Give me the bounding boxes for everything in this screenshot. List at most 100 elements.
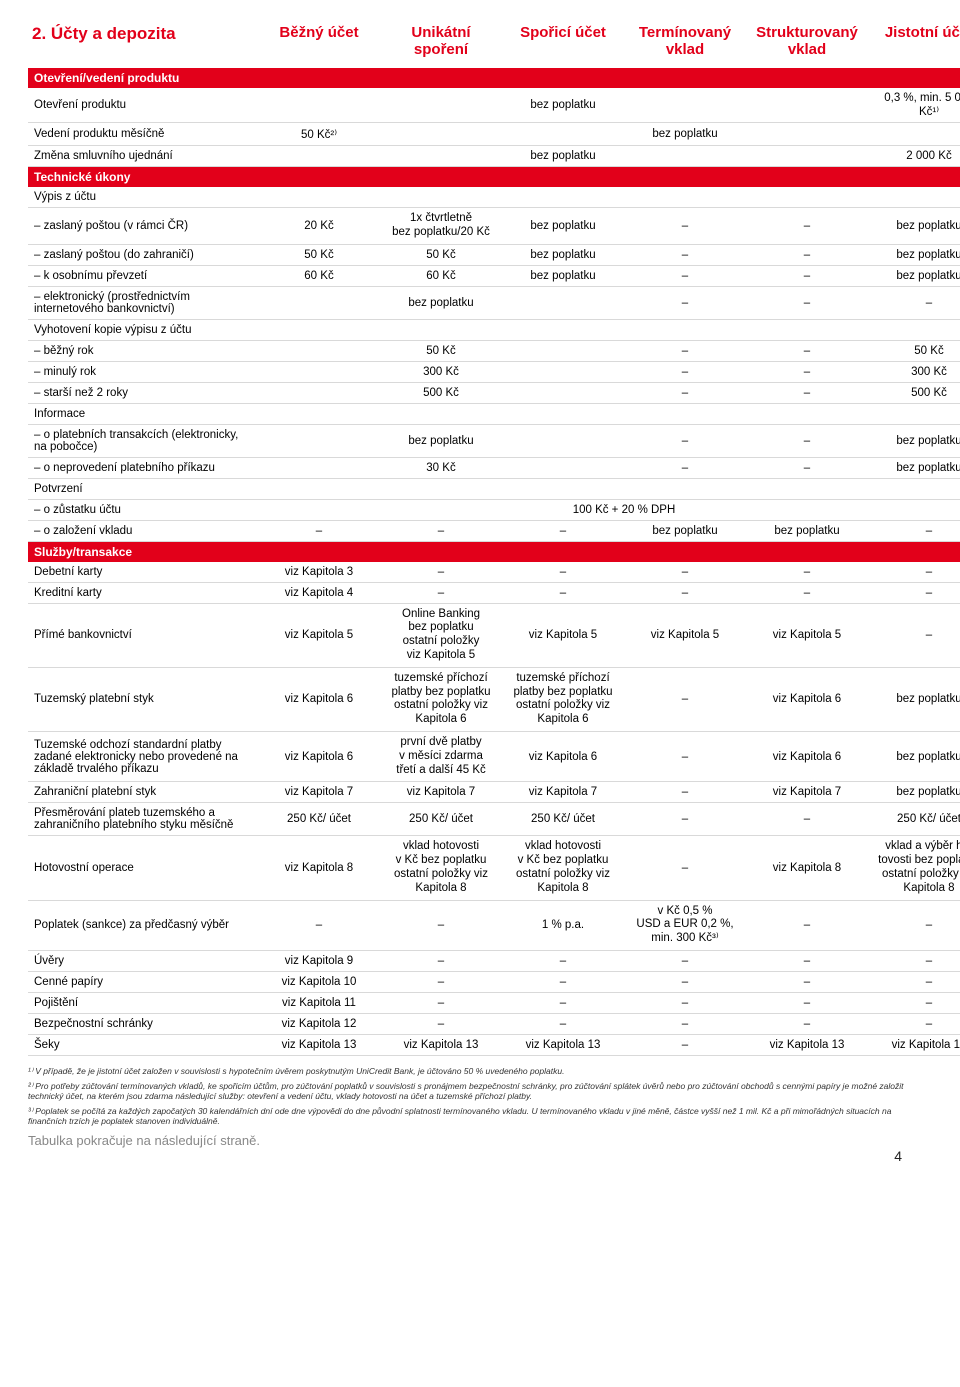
table-row: Informace (28, 403, 960, 424)
footnotes: ¹⁾ V případě, že je jistotní účet založe… (28, 1066, 932, 1127)
row-label: Výpis z účtu (28, 187, 960, 208)
cell: – (624, 424, 746, 457)
cell: – (624, 950, 746, 971)
cell: – (380, 582, 502, 603)
cell: viz Kapitola 8 (746, 836, 868, 900)
cell: 20 Kč (258, 208, 380, 245)
cell: – (746, 1013, 868, 1034)
table-row: Přesměrování plateb tuzemského a zahrani… (28, 803, 960, 836)
cell: – (380, 900, 502, 950)
table-row: – starší než 2 roky500 Kč––500 Kč (28, 382, 960, 403)
cell: 50 Kč (258, 244, 380, 265)
cell: – (380, 971, 502, 992)
cell: bez poplatku (258, 146, 868, 167)
cell: – (502, 1013, 624, 1034)
cell: viz Kapitola 8 (258, 836, 380, 900)
table-row: – elektronický (prostřednictvím internet… (28, 286, 960, 319)
table-row: Bezpečnostní schránkyviz Kapitola 12––––… (28, 1013, 960, 1034)
cell: – (624, 382, 746, 403)
cell: 50 Kč²⁾ (258, 123, 380, 146)
cell: – (746, 208, 868, 245)
cell: – (624, 731, 746, 781)
table-row: Debetní kartyviz Kapitola 3––––– (28, 562, 960, 583)
cell: viz Kapitola 6 (258, 731, 380, 781)
cell: Online Bankingbez poplatkuostatní položk… (380, 603, 502, 667)
cell: – (624, 1013, 746, 1034)
cell: – (746, 361, 868, 382)
cell: – (868, 992, 960, 1013)
cell: – (624, 971, 746, 992)
row-label: Pojištění (28, 992, 258, 1013)
row-label: – elektronický (prostřednictvím internet… (28, 286, 258, 319)
table-row: Šekyviz Kapitola 13viz Kapitola 13viz Ka… (28, 1034, 960, 1055)
table-row: Úvěryviz Kapitola 9––––– (28, 950, 960, 971)
cell: – (868, 900, 960, 950)
col-head: Termínovaný vklad (624, 18, 746, 68)
table-row: Kreditní kartyviz Kapitola 4––––– (28, 582, 960, 603)
cell: – (380, 1013, 502, 1034)
cell: viz Kapitola 12 (258, 1013, 380, 1034)
table-row: Zahraniční platební stykviz Kapitola 7vi… (28, 782, 960, 803)
cell: – (502, 971, 624, 992)
table-row: – o neprovedení platebního příkazu30 Kč–… (28, 457, 960, 478)
table-row: Změna smluvního ujednáníbez poplatku2 00… (28, 146, 960, 167)
cell: – (624, 244, 746, 265)
cell: – (624, 361, 746, 382)
cell: – (746, 424, 868, 457)
cell: – (868, 603, 960, 667)
table-row: Výpis z účtu (28, 187, 960, 208)
cell: – (380, 562, 502, 583)
cell: 100 Kč + 20 % DPH (258, 499, 960, 520)
row-label: – o neprovedení platebního příkazu (28, 457, 258, 478)
cell: – (624, 782, 746, 803)
fees-table: 2. Účty a depozita Běžný účet Unikátní s… (28, 18, 960, 1056)
cell: viz Kapitola 13 (258, 1034, 380, 1055)
cell: bez poplatku (868, 457, 960, 478)
footnote: ³⁾ Poplatek se počítá za každých započat… (28, 1106, 932, 1127)
row-label: Vyhotovení kopie výpisu z účtu (28, 319, 960, 340)
cell: – (624, 803, 746, 836)
cell: tuzemské příchozíplatby bez poplatkuosta… (380, 667, 502, 731)
table-row: Otevření produktubez poplatku0,3 %, min.… (28, 88, 960, 123)
row-label: Potvrzení (28, 478, 960, 499)
cell: 300 Kč (258, 361, 624, 382)
cell: bez poplatku (502, 208, 624, 245)
col-head: Strukturovaný vklad (746, 18, 868, 68)
cell: bez poplatku (868, 208, 960, 245)
cell: viz Kapitola 7 (380, 782, 502, 803)
cell: – (624, 667, 746, 731)
cell: – (502, 992, 624, 1013)
page-number: 4 (894, 1148, 902, 1164)
cell: viz Kapitola 13 (868, 1034, 960, 1055)
cell: viz Kapitola 5 (258, 603, 380, 667)
cell: 250 Kč/ účet (502, 803, 624, 836)
cell: bez poplatku (868, 667, 960, 731)
cell: bez poplatku (868, 782, 960, 803)
table-row: – běžný rok50 Kč––50 Kč (28, 340, 960, 361)
table-row: – zaslaný poštou (v rámci ČR)20 Kč1x čtv… (28, 208, 960, 245)
table-row: Vedení produktu měsíčně50 Kč²⁾bez poplat… (28, 123, 960, 146)
cell: – (746, 803, 868, 836)
col-head: Jistotní účet (868, 18, 960, 68)
footnote: ¹⁾ V případě, že je jistotní účet založe… (28, 1066, 932, 1077)
col-head: Spořicí účet (502, 18, 624, 68)
row-label: Debetní karty (28, 562, 258, 583)
cell: viz Kapitola 6 (502, 731, 624, 781)
cell: viz Kapitola 3 (258, 562, 380, 583)
row-label: Tuzemský platební styk (28, 667, 258, 731)
cell: viz Kapitola 11 (258, 992, 380, 1013)
cell: 50 Kč (868, 340, 960, 361)
row-label: Informace (28, 403, 960, 424)
cell: – (868, 1013, 960, 1034)
section-band: Otevření/vedení produktu (28, 68, 960, 88)
cell: – (502, 950, 624, 971)
row-label: – o platebních transakcích (elektronicky… (28, 424, 258, 457)
cell: – (746, 900, 868, 950)
row-label: Přímé bankovnictví (28, 603, 258, 667)
cell: viz Kapitola 6 (746, 731, 868, 781)
table-row: Pojištěníviz Kapitola 11––––– (28, 992, 960, 1013)
table-row: Přímé bankovnictvíviz Kapitola 5Online B… (28, 603, 960, 667)
cell: – (746, 971, 868, 992)
table-row: Hotovostní operaceviz Kapitola 8vklad ho… (28, 836, 960, 900)
row-label: Změna smluvního ujednání (28, 146, 258, 167)
